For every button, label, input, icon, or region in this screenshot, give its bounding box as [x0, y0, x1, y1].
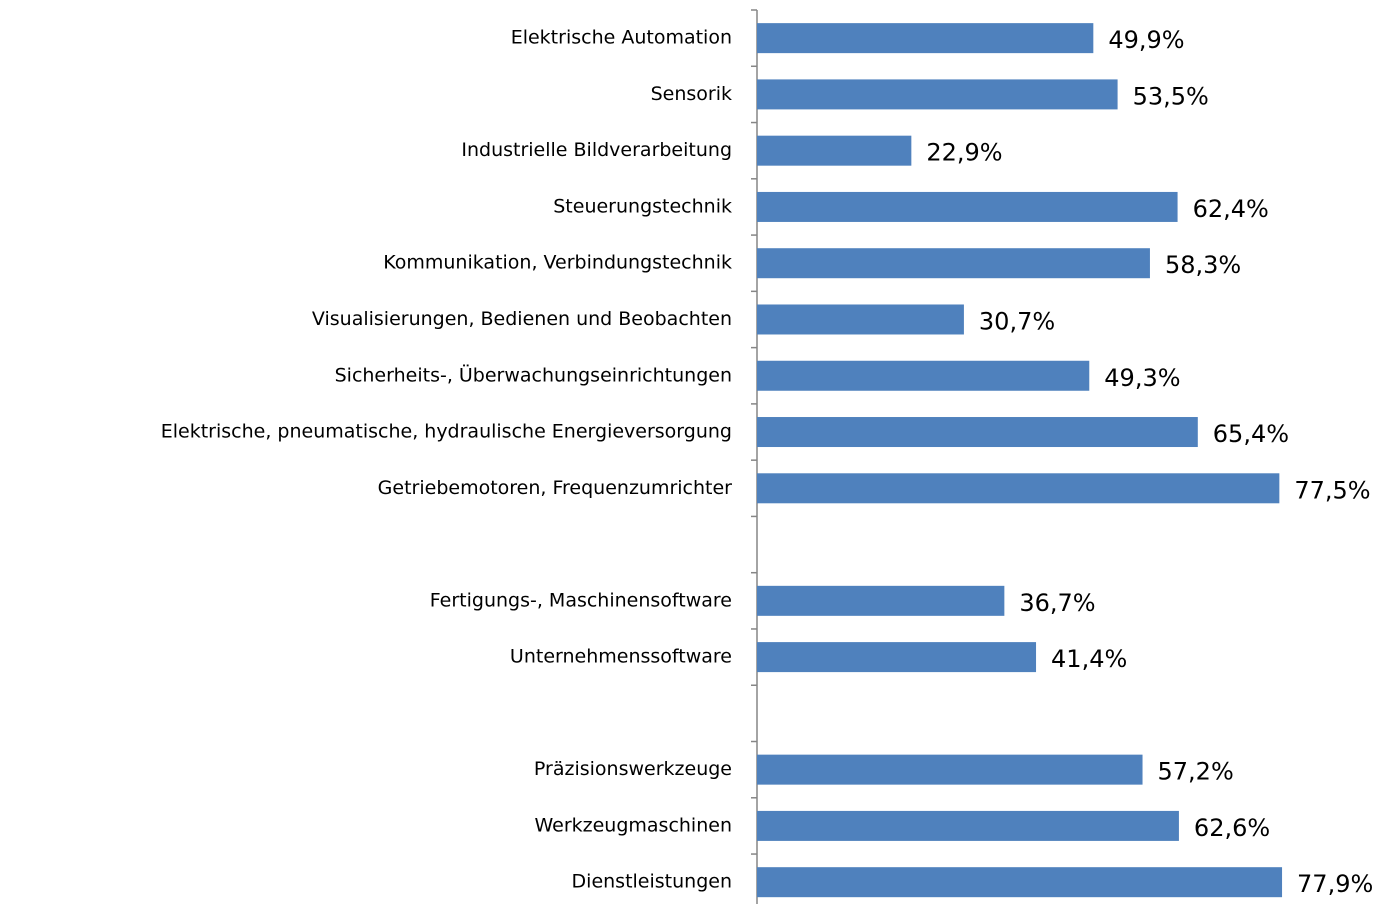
bar — [757, 191, 1178, 222]
value-label: 49,3% — [1104, 364, 1180, 392]
category-label: Fertigungs-, Maschinensoftware — [430, 589, 732, 611]
category-label: Sensorik — [651, 83, 732, 105]
value-label: 58,3% — [1165, 251, 1241, 279]
bar — [757, 79, 1118, 110]
category-label: Industrielle Bildverarbeitung — [461, 139, 732, 161]
value-label: 62,4% — [1193, 195, 1269, 223]
category-label: Visualisierungen, Bedienen und Beobachte… — [312, 308, 732, 330]
bar — [757, 754, 1143, 785]
category-label: Sicherheits-, Überwachungseinrichtungen — [335, 363, 732, 386]
value-label: 53,5% — [1133, 82, 1209, 110]
category-label: Steuerungstechnik — [553, 195, 732, 217]
value-label: 30,7% — [979, 307, 1055, 335]
category-label: Kommunikation, Verbindungstechnik — [383, 252, 732, 274]
bar — [757, 304, 964, 335]
category-label: Präzisionswerkzeuge — [534, 758, 732, 780]
bar — [757, 473, 1280, 504]
category-label: Dienstleistungen — [572, 871, 732, 893]
bar — [757, 642, 1037, 673]
category-label: Unternehmenssoftware — [510, 646, 732, 668]
value-label: 36,7% — [1019, 589, 1095, 617]
category-label: Getriebemotoren, Frequenzumrichter — [378, 477, 733, 499]
value-label: 22,9% — [926, 139, 1002, 167]
value-label: 41,4% — [1051, 645, 1127, 673]
bar — [757, 810, 1179, 841]
category-label: Elektrische Automation — [511, 27, 732, 49]
value-label: 77,9% — [1297, 870, 1373, 898]
bar — [757, 417, 1198, 448]
value-label: 77,5% — [1294, 476, 1370, 504]
value-label: 65,4% — [1213, 420, 1289, 448]
category-label: Werkzeugmaschinen — [534, 814, 732, 836]
value-label: 62,6% — [1194, 814, 1270, 842]
bar — [757, 248, 1150, 279]
bar — [757, 23, 1094, 54]
value-label: 49,9% — [1108, 26, 1184, 54]
bar — [757, 585, 1005, 616]
category-label: Elektrische, pneumatische, hydraulische … — [161, 421, 732, 443]
bar — [757, 135, 912, 166]
bar — [757, 867, 1283, 898]
value-label: 57,2% — [1158, 758, 1234, 786]
bar — [757, 360, 1090, 391]
